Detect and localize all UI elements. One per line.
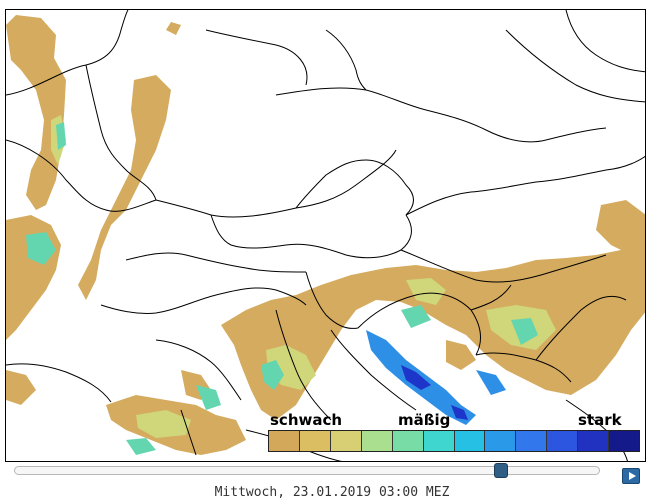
time-slider-track[interactable] [14, 466, 600, 475]
precipitation-legend: schwach mäßig stark [268, 411, 640, 453]
precip-extreme-areas [401, 365, 468, 420]
play-button[interactable] [622, 468, 640, 484]
legend-swatch [547, 431, 579, 451]
legend-color-scale [268, 430, 640, 452]
precipitation-map [5, 9, 646, 462]
time-slider-handle[interactable] [494, 463, 509, 478]
country-borders [6, 10, 645, 461]
legend-swatch [516, 431, 548, 451]
legend-swatch [392, 431, 424, 451]
legend-swatch [330, 431, 362, 451]
legend-swatch [269, 431, 300, 451]
map-canvas [6, 10, 645, 461]
legend-swatch [361, 431, 393, 451]
legend-swatch [609, 431, 640, 451]
legend-label-low: schwach [270, 411, 343, 429]
legend-swatch [578, 431, 610, 451]
play-icon [628, 472, 636, 480]
legend-swatch [423, 431, 455, 451]
legend-swatch [454, 431, 486, 451]
legend-swatch [299, 431, 331, 451]
legend-label-high: stark [578, 411, 622, 429]
precip-strong-areas [26, 122, 538, 455]
legend-swatch [485, 431, 517, 451]
forecast-timestamp: Mittwoch, 23.01.2019 03:00 MEZ [214, 485, 450, 500]
precip-light-areas [6, 15, 645, 455]
legend-label-mid: mäßig [398, 411, 451, 429]
